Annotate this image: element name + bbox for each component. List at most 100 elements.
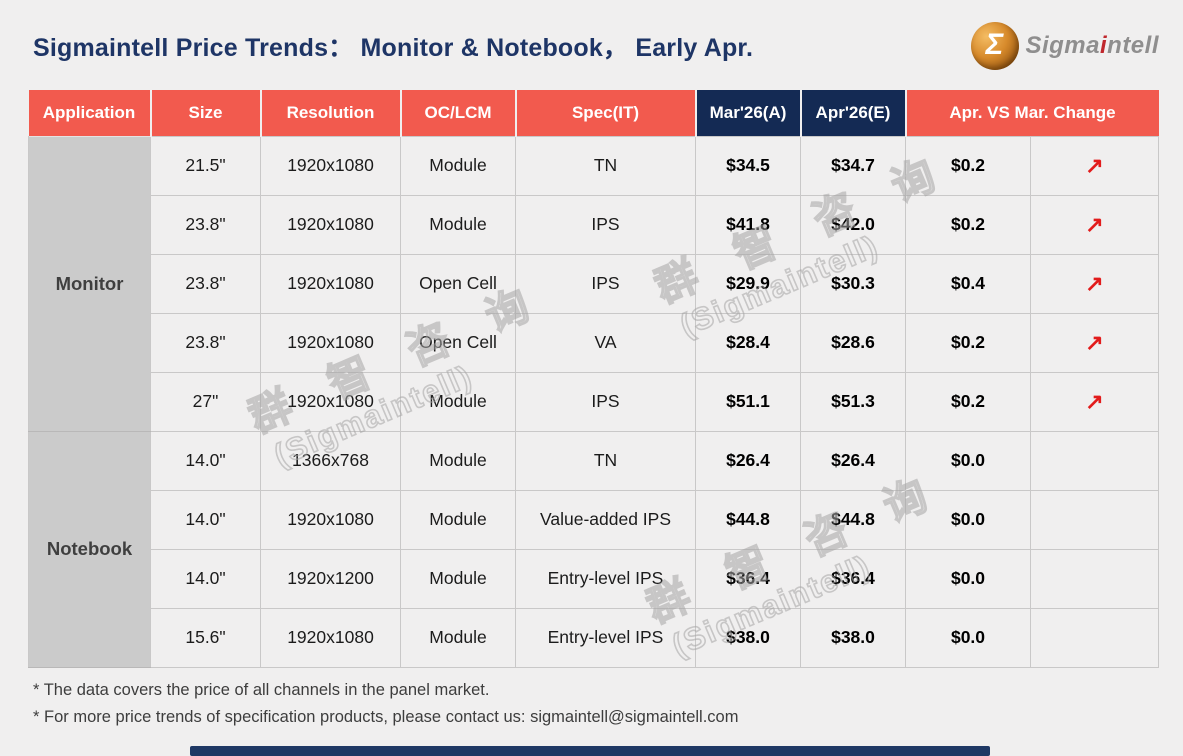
oc-lcm-cell: Module: [400, 430, 516, 491]
trend-up-arrow-cell: ↗: [1029, 312, 1160, 373]
trend-up-arrow-cell: ↗: [1029, 371, 1160, 432]
oc-lcm-cell: Open Cell: [400, 312, 516, 373]
trend-up-arrow-cell: ↗: [1029, 253, 1160, 314]
resolution-cell: 1920x1080: [260, 194, 401, 255]
change-value-cell: $0.0: [905, 548, 1031, 609]
apr-price-cell: $44.8: [800, 489, 906, 550]
change-value-cell: $0.0: [905, 607, 1031, 668]
resolution-cell: 1920x1080: [260, 489, 401, 550]
resolution-cell: 1920x1080: [260, 135, 401, 196]
footnotes: * The data covers the price of all chann…: [33, 681, 738, 735]
spec-cell: TN: [515, 135, 696, 196]
sigmaintell-logo-icon: Σ: [971, 22, 1020, 70]
price-table: Application Size Resolution OC/LCM Spec(…: [28, 90, 1160, 668]
resolution-cell: 1920x1080: [260, 312, 401, 373]
mar-price-cell: $38.0: [695, 607, 801, 668]
change-value-cell: $0.4: [905, 253, 1031, 314]
header-mar-26: Mar'26(A): [694, 90, 801, 136]
table-row: 23.8" 1920x1080 Module IPS $41.8 $42.0 $0.2 ↗: [29, 194, 1160, 255]
mar-price-cell: $34.5: [695, 135, 801, 196]
apr-price-cell: $42.0: [800, 194, 906, 255]
size-cell: 21.5": [150, 135, 261, 196]
spec-cell: Value-added IPS: [515, 489, 696, 550]
mar-price-cell: $26.4: [695, 430, 801, 491]
spec-cell: IPS: [515, 371, 696, 432]
table-row: 15.6" 1920x1080 Module Entry-level IPS $38.0…: [29, 607, 1160, 668]
mar-price-cell: $51.1: [695, 371, 801, 432]
oc-lcm-cell: Module: [400, 489, 516, 550]
page-title: Sigmaintell Price Trends： Monitor & Note…: [33, 34, 754, 62]
mar-price-cell: $28.4: [695, 312, 801, 373]
oc-lcm-cell: Module: [400, 194, 516, 255]
trend-flat-cell: [1029, 489, 1160, 550]
up-arrow-icon: ↗: [1085, 329, 1104, 355]
apr-price-cell: $34.7: [800, 135, 906, 196]
change-value-cell: $0.2: [905, 135, 1031, 196]
spec-cell: IPS: [515, 194, 696, 255]
header-spec-it: Spec(IT): [514, 90, 696, 136]
size-cell: 23.8": [150, 194, 261, 255]
table-row: 23.8" 1920x1080 Open Cell IPS $29.9 $30.3 $0.4…: [29, 253, 1160, 314]
change-value-cell: $0.0: [905, 430, 1031, 491]
table-row: 23.8" 1920x1080 Open Cell VA $28.4 $28.6 $0.2 ↗: [29, 312, 1160, 373]
footnote-contact: * For more price trends of specification…: [33, 708, 739, 726]
size-cell: 14.0": [150, 489, 261, 550]
resolution-cell: 1920x1080: [260, 253, 401, 314]
table-row: Notebook 14.0" 1366x768 Module TN $26.4 $26.4 $…: [28, 430, 1160, 668]
change-value-cell: $0.0: [905, 489, 1031, 550]
trend-flat-cell: [1029, 548, 1160, 609]
sigmaintell-logo-text: Sigmaintell: [1025, 32, 1159, 60]
logo-text-red-i: i: [1099, 32, 1108, 59]
trend-flat-cell: [1029, 607, 1160, 668]
table-row: 14.0" 1920x1200 Module Entry-level IPS $36.4…: [29, 548, 1160, 609]
header-apr-vs-mar-change: Apr. VS Mar. Change: [904, 90, 1159, 136]
oc-lcm-cell: Module: [400, 607, 516, 668]
oc-lcm-cell: Module: [400, 548, 516, 609]
up-arrow-icon: ↗: [1085, 388, 1104, 414]
header-resolution: Resolution: [259, 90, 401, 136]
change-value-cell: $0.2: [905, 312, 1031, 373]
mar-price-cell: $29.9: [695, 253, 801, 314]
application-cell-monitor: Monitor: [28, 135, 151, 432]
oc-lcm-cell: Open Cell: [400, 253, 516, 314]
bottom-accent-bar: [190, 746, 990, 756]
application-cell-notebook: Notebook: [28, 430, 151, 668]
resolution-cell: 1366x768: [260, 430, 401, 491]
change-value-cell: $0.2: [905, 371, 1031, 432]
size-cell: 23.8": [150, 312, 261, 373]
up-arrow-icon: ↗: [1085, 270, 1104, 296]
resolution-cell: 1920x1080: [260, 371, 401, 432]
logo-text-part: Sigma: [1025, 32, 1100, 59]
apr-price-cell: $38.0: [800, 607, 906, 668]
price-table-body: Monitor 21.5" 1920x1080 Module TN $34.5 $34.7 $…: [28, 135, 1160, 668]
mar-price-cell: $36.4: [695, 548, 801, 609]
apr-price-cell: $30.3: [800, 253, 906, 314]
trend-up-arrow-cell: ↗: [1029, 194, 1160, 255]
header-apr-26: Apr'26(E): [799, 90, 906, 136]
table-header-row: Application Size Resolution OC/LCM Spec(…: [28, 90, 1159, 136]
trend-up-arrow-cell: ↗: [1029, 135, 1160, 196]
sigmaintell-logo: Σ Sigmaintell: [971, 22, 1159, 70]
oc-lcm-cell: Module: [400, 371, 516, 432]
table-row: 14.0" 1920x1080 Module Value-added IPS $44.8…: [29, 489, 1160, 550]
size-cell: 15.6": [150, 607, 261, 668]
resolution-cell: 1920x1080: [260, 607, 401, 668]
spec-cell: TN: [515, 430, 696, 491]
size-cell: 23.8": [150, 253, 261, 314]
spec-cell: IPS: [515, 253, 696, 314]
apr-price-cell: $51.3: [800, 371, 906, 432]
change-value-cell: $0.2: [905, 194, 1031, 255]
spec-cell: Entry-level IPS: [515, 548, 696, 609]
mar-price-cell: $41.8: [695, 194, 801, 255]
size-cell: 27": [150, 371, 261, 432]
size-cell: 14.0": [150, 430, 261, 491]
header-oc-lcm: OC/LCM: [399, 90, 516, 136]
header-application: Application: [28, 90, 151, 136]
spec-cell: VA: [515, 312, 696, 373]
apr-price-cell: $28.6: [800, 312, 906, 373]
trend-flat-cell: [1029, 430, 1160, 491]
oc-lcm-cell: Module: [400, 135, 516, 196]
sigma-glyph: Σ: [985, 28, 1004, 61]
mar-price-cell: $44.8: [695, 489, 801, 550]
